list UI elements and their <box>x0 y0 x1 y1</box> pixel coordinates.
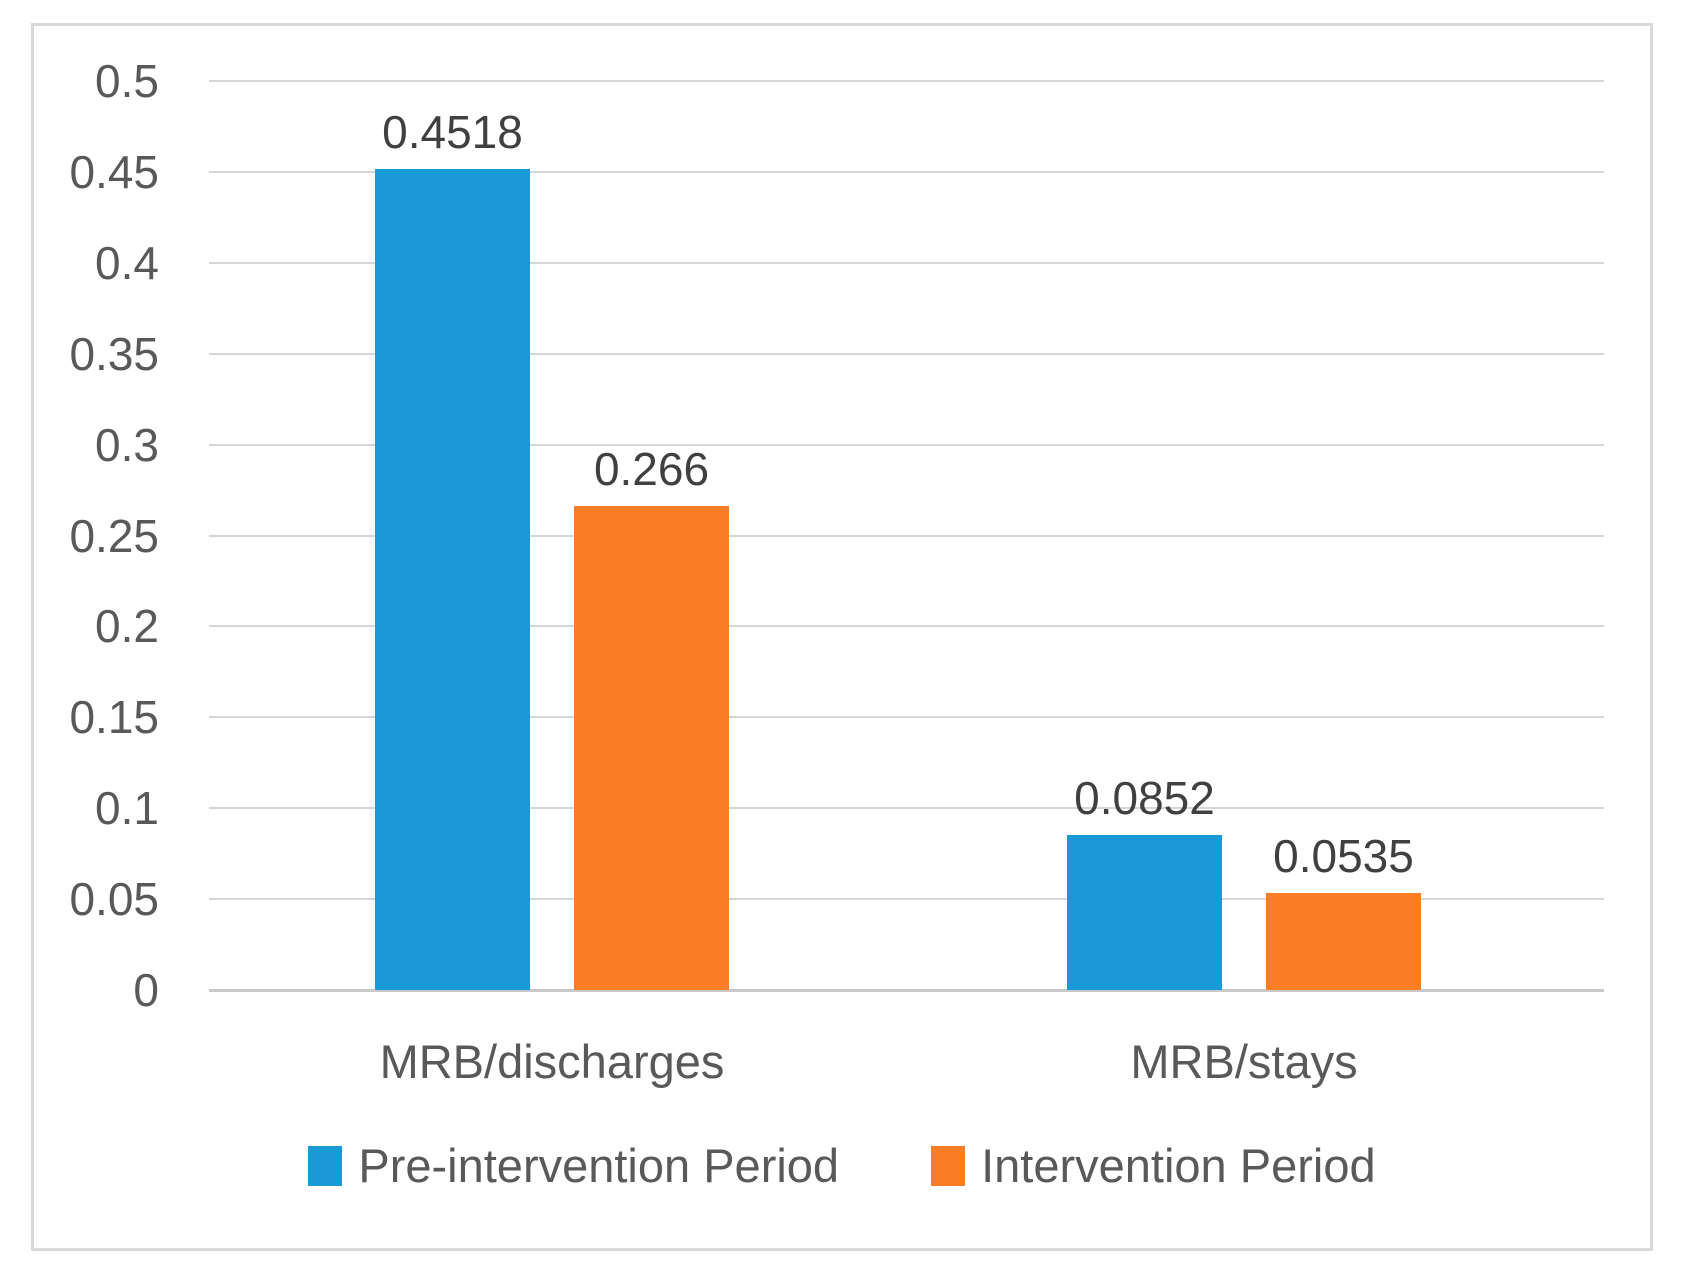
legend-item-intervention: Intervention Period <box>931 1138 1376 1193</box>
bar-chart-figure: 0.5 0.45 0.4 0.35 0.3 0.25 0.2 0.15 0.1 0.05 0 0.45… <box>31 23 1653 1251</box>
category-label-mrb-stays: MRB/stays <box>1130 1035 1358 1088</box>
y-tick-label-0-5: 0.5 <box>95 55 159 107</box>
bar-intervention-period-mrb-stays <box>1266 893 1421 990</box>
y-tick-label-0-15: 0.15 <box>69 691 159 744</box>
gridline <box>209 261 1604 264</box>
x-axis-line <box>209 989 1604 992</box>
legend-swatch-pre-intervention-icon <box>308 1145 343 1186</box>
y-tick-label-0-1: 0.1 <box>95 782 159 835</box>
category-label-mrb-discharges: MRB/discharges <box>379 1035 725 1088</box>
y-tick-label-0-3: 0.3 <box>95 418 159 471</box>
bar-intervention-period-mrb-discharges <box>574 506 729 990</box>
gridline <box>209 625 1604 628</box>
y-tick-label-0-45: 0.45 <box>69 145 159 198</box>
y-tick-label-0-35: 0.35 <box>69 327 159 380</box>
data-label-0-0852: 0.0852 <box>1074 772 1215 824</box>
gridline <box>209 807 1604 810</box>
y-tick-label-0: 0 <box>133 964 159 1016</box>
gridline <box>209 170 1604 173</box>
gridline <box>209 898 1604 901</box>
legend-label-pre-intervention: Pre-intervention Period <box>358 1139 840 1192</box>
legend-item-pre-intervention: Pre-intervention Period <box>308 1138 839 1193</box>
legend-label-intervention: Intervention Period <box>981 1139 1376 1192</box>
data-label-0-4518: 0.4518 <box>382 106 523 158</box>
gridline <box>209 443 1604 446</box>
y-tick-label-0-05: 0.05 <box>69 873 159 926</box>
y-tick-label-0-25: 0.25 <box>69 509 159 562</box>
legend: Pre-intervention Period Intervention Per… <box>34 1138 1650 1193</box>
legend-swatch-intervention-icon <box>931 1145 966 1186</box>
data-label-0-266: 0.266 <box>593 443 710 495</box>
y-tick-label-0-2: 0.2 <box>95 600 159 653</box>
bar-pre-intervention-period-mrb-stays <box>1067 835 1222 990</box>
gridline <box>209 352 1604 355</box>
gridline <box>209 716 1604 719</box>
plot-area: 0.5 0.45 0.4 0.35 0.3 0.25 0.2 0.15 0.1 0.05 0 0.45… <box>34 26 1650 1248</box>
gridline <box>209 80 1604 82</box>
y-tick-label-0-4: 0.4 <box>95 236 159 289</box>
bar-pre-intervention-period-mrb-discharges <box>375 169 530 990</box>
data-label-0-0535: 0.0535 <box>1273 830 1414 882</box>
gridline <box>209 534 1604 537</box>
